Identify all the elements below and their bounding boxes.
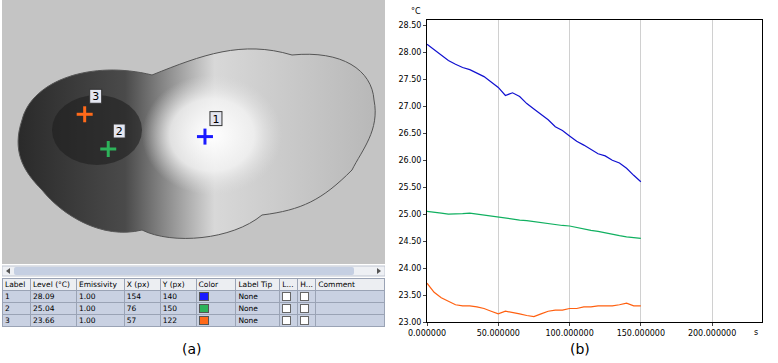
html-text:Label: Label	[5, 280, 26, 289]
html-text:Y (px): Y (px)	[162, 280, 185, 289]
html-text:28.09: 28.09	[33, 292, 55, 301]
svg-text:23.00: 23.00	[398, 318, 421, 327]
html-text:2: 2	[5, 304, 10, 313]
svg-text:100.000000: 100.000000	[545, 329, 593, 338]
html-text:1: 1	[5, 292, 10, 301]
html-text:1.00: 1.00	[78, 304, 96, 313]
html-text:Level (°C): Level (°C)	[33, 280, 70, 289]
svg-text:27.50: 27.50	[398, 75, 421, 84]
html-text:Label Tip: Label Tip	[238, 280, 273, 289]
html-text:(b): (b)	[570, 341, 590, 357]
html-text:154: 154	[126, 292, 142, 301]
html-text:Emissivity: Emissivity	[78, 280, 117, 289]
html-text:25.04: 25.04	[33, 304, 55, 313]
svg-text:23.50: 23.50	[398, 291, 421, 300]
html-text:76: 76	[126, 304, 137, 313]
svg-text:0.000000: 0.000000	[408, 329, 446, 338]
svg-text:27.00: 27.00	[398, 102, 421, 111]
html-text:Color: Color	[198, 280, 219, 289]
svg-text:28.50: 28.50	[398, 21, 421, 30]
html-text:None: None	[238, 304, 258, 313]
svg-text:28.00: 28.00	[398, 48, 421, 57]
svg-text:150.000000: 150.000000	[617, 329, 665, 338]
svg-text:3: 3	[92, 90, 99, 103]
html-text:H...: H...	[300, 280, 313, 289]
html-text:57: 57	[126, 316, 137, 325]
html-text:None: None	[238, 292, 258, 301]
html-text:1.00: 1.00	[78, 292, 96, 301]
svg-text:s: s	[754, 328, 758, 337]
html-text:L...: L...	[282, 280, 294, 289]
html-text:23.66: 23.66	[33, 316, 55, 325]
svg-text:26.50: 26.50	[398, 129, 421, 138]
html-text:Comment: Comment	[318, 280, 355, 289]
html-text:None: None	[238, 316, 258, 325]
html-text:X (px): X (px)	[126, 280, 150, 289]
html-text:140: 140	[162, 292, 177, 301]
html-text:1.00: 1.00	[78, 316, 96, 325]
svg-text:24.00: 24.00	[398, 264, 421, 273]
svg-text:200.000000: 200.000000	[688, 329, 736, 338]
svg-text:24.50: 24.50	[398, 237, 421, 246]
svg-text:1: 1	[212, 113, 219, 126]
html-text:(a): (a)	[182, 341, 202, 357]
svg-text:25.00: 25.00	[398, 210, 421, 219]
svg-text:26.00: 26.00	[398, 156, 421, 165]
svg-text:2: 2	[116, 125, 123, 138]
html-text:150: 150	[162, 304, 177, 313]
html-text:122: 122	[162, 316, 177, 325]
svg-text:50.000000: 50.000000	[477, 329, 520, 338]
svg-text:°C: °C	[411, 7, 421, 16]
html-text:3: 3	[5, 316, 10, 325]
svg-text:25.50: 25.50	[398, 183, 421, 192]
